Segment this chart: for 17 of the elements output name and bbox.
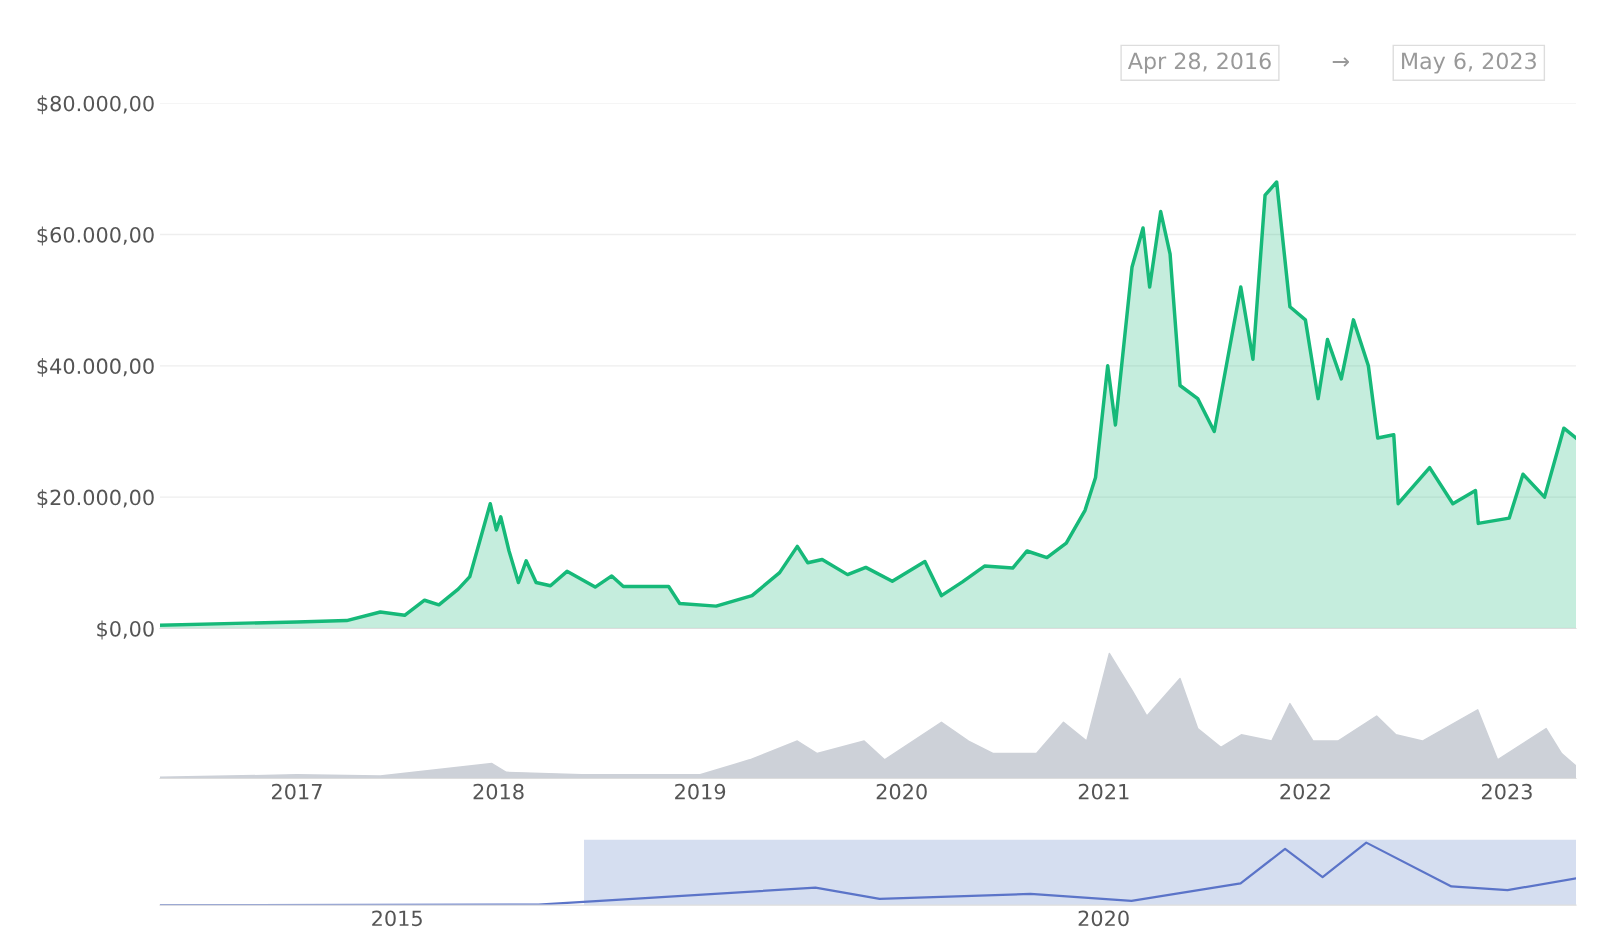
y-tick-label: $0,00: [97, 620, 154, 640]
text: →: [1332, 57, 1350, 67]
y-tick-label: $40.000,00: [37, 357, 154, 377]
x-tick-label: 2019: [675, 783, 726, 800]
x-tick-label: 2022: [1280, 783, 1330, 800]
x-tick-label: 2015: [372, 910, 422, 927]
x-tick-label: 2021: [1078, 783, 1129, 800]
x-tick-label: 2020: [876, 783, 927, 800]
x-tick-label: 2018: [473, 783, 524, 800]
x-tick-label: 2020: [1078, 910, 1129, 927]
x-tick-label: 2017: [271, 783, 322, 800]
text: May 6, 2023: [1402, 52, 1536, 74]
y-tick-label: $80.000,00: [37, 95, 154, 115]
y-tick-label: $60.000,00: [37, 226, 154, 246]
x-tick-label: 2023: [1481, 783, 1532, 800]
text: Apr 28, 2016: [1127, 52, 1271, 74]
y-tick-label: $20.000,00: [37, 489, 154, 509]
